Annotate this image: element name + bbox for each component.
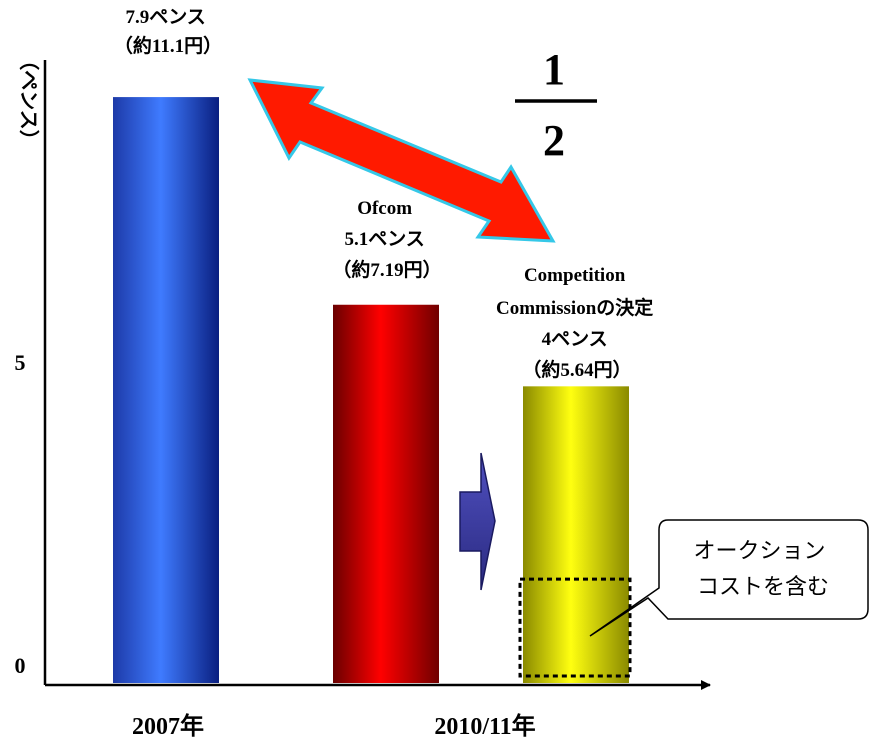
x-label-2010: 2010/11年 bbox=[434, 712, 535, 740]
auction-cost-box bbox=[518, 577, 632, 678]
fraction-numerator: 1 bbox=[543, 45, 565, 94]
bar2-label-line-4: （約5.64円） bbox=[522, 358, 631, 381]
callout-bubble bbox=[589, 519, 869, 637]
bar1-label-line-2: 5.1ペンス bbox=[344, 229, 424, 250]
bar1-label: Ofcom 5.1ペンス （約7.19円） bbox=[332, 198, 441, 281]
fraction-denominator: 2 bbox=[543, 116, 565, 165]
bar2-label-line-2: Commissionの決定 bbox=[496, 296, 653, 319]
callout-text: オークション コストを含む bbox=[693, 539, 832, 600]
bar2-label-line-1: Competition bbox=[524, 265, 626, 286]
y-axis-label: （ペンス） bbox=[17, 50, 40, 150]
bar0-label-line-1: 7.9ペンス bbox=[125, 7, 205, 28]
bar2-label: Competition Commissionの決定 4ペンス （約5.64円） bbox=[496, 265, 658, 381]
bar-ofcom bbox=[333, 304, 439, 683]
callout-line-2: コストを含む bbox=[697, 575, 829, 600]
bar1-label-line-3: （約7.19円） bbox=[332, 258, 441, 281]
bar-competition-commission bbox=[523, 386, 629, 683]
double-arrow-icon bbox=[247, 78, 556, 243]
callout-line-1: オークション bbox=[693, 539, 825, 564]
x-label-2007: 2007年 bbox=[132, 712, 204, 740]
bar-2007 bbox=[113, 97, 219, 684]
bar0-label-line-2: （約11.1円） bbox=[114, 34, 222, 57]
small-right-arrow-icon bbox=[459, 452, 496, 591]
y-tick-label-0: 0 bbox=[15, 653, 26, 678]
bar0-label: 7.9ペンス （約11.1円） bbox=[114, 7, 222, 57]
bar1-label-line-1: Ofcom bbox=[357, 198, 412, 219]
bar2-label-line-3: 4ペンス bbox=[542, 329, 608, 350]
y-tick-label-5: 5 bbox=[15, 350, 26, 375]
